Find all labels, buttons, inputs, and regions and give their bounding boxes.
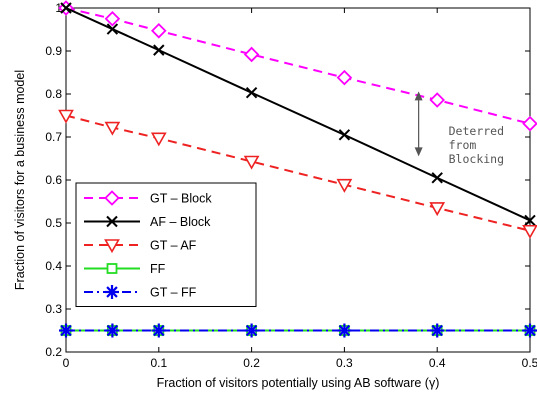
- data-point: [429, 92, 445, 108]
- y-tick-label: 0.5: [45, 216, 62, 230]
- series-2: [58, 109, 537, 239]
- arrow-head-down: [414, 147, 423, 157]
- legend-label: FF: [150, 262, 166, 276]
- data-point: [522, 115, 537, 132]
- legend-entry: GT – Block: [84, 190, 212, 206]
- data-point: [243, 46, 260, 63]
- data-point: [245, 87, 258, 99]
- x-tick-label: 0.4: [429, 356, 446, 370]
- x-tick-label: 0.3: [336, 356, 353, 370]
- data-point: [524, 214, 536, 227]
- data-point: [58, 109, 74, 124]
- annotation-line: Blocking: [449, 152, 504, 166]
- data-point: [153, 44, 165, 56]
- data-point: [243, 155, 260, 170]
- data-point: [150, 132, 167, 147]
- data-point: [430, 323, 445, 338]
- x-tick-label: 0.1: [150, 356, 167, 370]
- data-point: [104, 10, 121, 27]
- data-point: [522, 224, 537, 239]
- y-tick-label: 0.3: [45, 302, 62, 316]
- data-point: [338, 129, 351, 141]
- x-tick-label: 0.5: [522, 356, 537, 370]
- x-axis-label: Fraction of visitors potentially using A…: [157, 376, 440, 390]
- data-point: [59, 323, 73, 338]
- legend: GT – Block AF – Block GT – AF FF GT – FF: [75, 182, 257, 307]
- data-point: [104, 121, 121, 136]
- data-point: [431, 172, 443, 184]
- y-tick-label: 0.2: [45, 345, 62, 359]
- x-axis: 0 0.1 0.2 0.3 0.4 0.5: [63, 8, 537, 370]
- legend-label: GT – AF: [150, 239, 197, 253]
- data-point: [151, 323, 166, 338]
- legend-marker: [106, 263, 118, 274]
- y-tick-label: 0.6: [45, 173, 62, 187]
- y-tick-label: 0.4: [45, 259, 62, 273]
- legend-entry: GT – FF: [84, 285, 197, 300]
- data-point: [60, 2, 72, 14]
- series-layer: [58, 0, 537, 338]
- y-tick-label: 0.9: [45, 44, 62, 58]
- series-0: [58, 0, 537, 132]
- annotation-line: from: [449, 138, 477, 152]
- y-tick-label: 0.7: [45, 130, 62, 144]
- legend-marker: [106, 215, 118, 228]
- y-axis-label: Fraction of visitors for a business mode…: [13, 70, 27, 290]
- legend-entry: GT – AF: [84, 239, 197, 254]
- data-point: [244, 323, 259, 338]
- data-point: [429, 202, 446, 217]
- data-point: [337, 323, 352, 338]
- data-point: [336, 69, 353, 86]
- data-point: [151, 23, 167, 39]
- data-point: [336, 178, 353, 193]
- legend-marker: [104, 239, 120, 254]
- data-point: [105, 323, 120, 338]
- series-1: [60, 2, 536, 227]
- legend-marker: [104, 190, 120, 206]
- x-tick-label: 0.2: [243, 356, 260, 370]
- legend-entry: FF: [84, 262, 166, 276]
- data-point: [106, 23, 119, 35]
- legend-box: [75, 182, 257, 307]
- y-tick-label: 0.8: [45, 87, 62, 101]
- series-4: [59, 323, 537, 338]
- legend-label: GT – Block: [150, 192, 212, 206]
- legend-marker: [105, 285, 119, 299]
- data-point: [523, 323, 537, 338]
- legend-label: AF – Block: [150, 215, 211, 229]
- annotation-line: Deterred: [449, 124, 504, 138]
- legend-entry: AF – Block: [84, 215, 211, 229]
- arrow-head-up: [414, 91, 423, 101]
- legend-label: GT – FF: [150, 286, 197, 300]
- x-tick-label: 0: [63, 356, 70, 370]
